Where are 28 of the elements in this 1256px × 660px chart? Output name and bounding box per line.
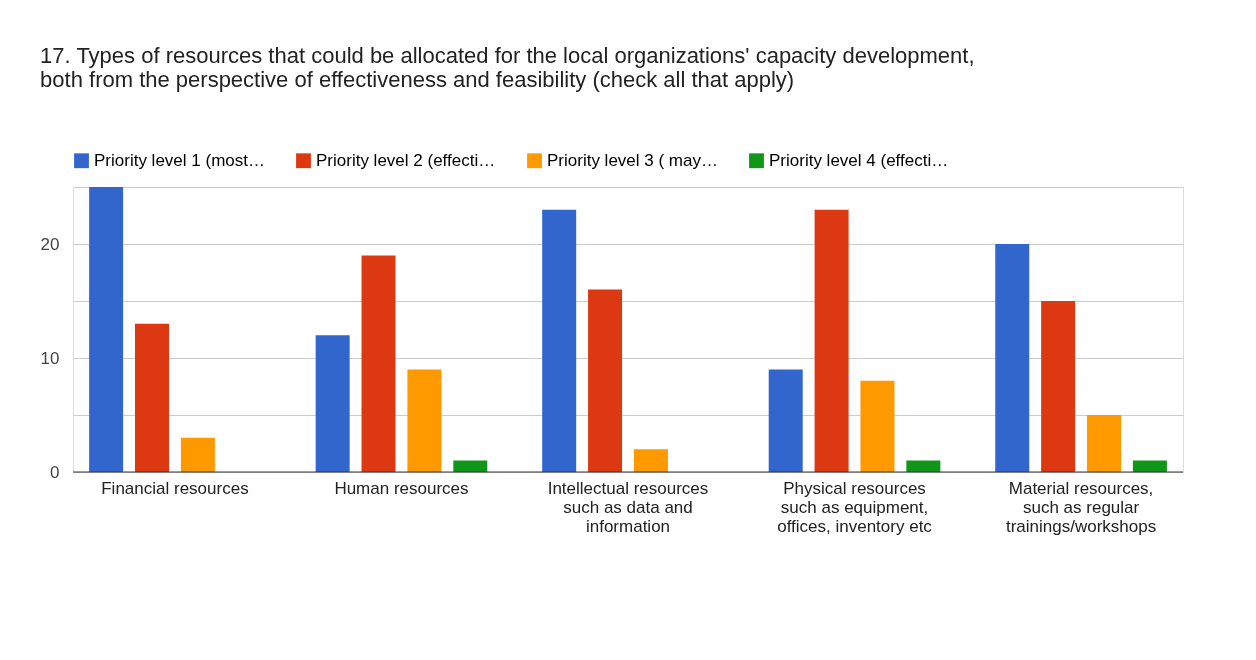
x-tick-label: Intellectual resources such as data and information xyxy=(547,478,709,536)
y-tick-label: 20 xyxy=(40,234,60,254)
bar xyxy=(633,449,668,472)
bar xyxy=(860,380,895,472)
x-tick-label: Physical resources such as equipment, offices, inventory etc xyxy=(777,478,933,536)
legend-label: Priority level 4 (effecti… xyxy=(769,150,949,170)
y-tick-label: 0 xyxy=(50,462,60,482)
bar xyxy=(995,244,1030,472)
legend-label: Priority level 3 ( may… xyxy=(547,150,718,170)
legend-label: Priority level 2 (effecti… xyxy=(316,150,496,170)
bar xyxy=(89,187,124,472)
bar xyxy=(814,209,849,472)
bar xyxy=(588,289,623,472)
bar xyxy=(180,437,215,472)
bar xyxy=(361,255,396,472)
chart-title: 17. Types of resources that could be allocated for the local organizations' capacity development, both from the perspective of effectiveness and feasibility (check all that apply) xyxy=(40,43,975,92)
bar xyxy=(315,335,350,472)
bar xyxy=(768,369,803,472)
bar xyxy=(1087,415,1121,472)
y-tick-label: 10 xyxy=(40,348,60,368)
legend-label: Priority level 1 (most… xyxy=(94,150,265,170)
bar xyxy=(407,369,442,472)
bar xyxy=(1041,301,1076,472)
x-tick-label: Material resources, such as regular trainings/workshops xyxy=(1005,478,1157,536)
bar xyxy=(542,209,577,472)
x-tick-label: Human resources xyxy=(334,478,469,498)
bar xyxy=(135,323,169,472)
x-tick-label: Financial resources xyxy=(101,478,249,498)
